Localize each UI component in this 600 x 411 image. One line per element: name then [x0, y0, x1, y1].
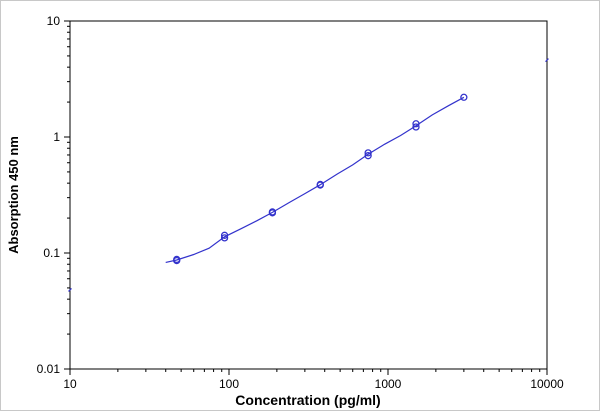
x-tick-label: 1000	[375, 377, 402, 391]
x-tick-label: 10	[63, 377, 77, 391]
y-axis-title: Absorption 450 nm	[6, 136, 21, 254]
y-tick-label: 10	[47, 14, 61, 28]
fit-curve	[165, 96, 465, 263]
series-layer	[68, 58, 549, 292]
plot-area	[69, 20, 548, 370]
y-tick-label: 1	[53, 130, 60, 144]
curve-edge-mark	[68, 288, 72, 292]
data-point	[268, 208, 277, 216]
curve-edge-mark	[545, 58, 549, 63]
y-axis-ticks: 0.01 0.1 1 10	[37, 14, 70, 376]
y-tick-label: 0.1	[43, 246, 60, 260]
x-axis-title: Concentration (pg/ml)	[235, 392, 380, 408]
x-axis-ticks: 10 100 1000 10000	[63, 369, 564, 391]
y-tick-label: 0.01	[37, 362, 61, 376]
data-point	[316, 180, 324, 189]
data-point	[460, 93, 468, 101]
x-tick-label: 10000	[530, 377, 564, 391]
x-tick-label: 100	[219, 377, 239, 391]
data-point	[220, 234, 229, 242]
